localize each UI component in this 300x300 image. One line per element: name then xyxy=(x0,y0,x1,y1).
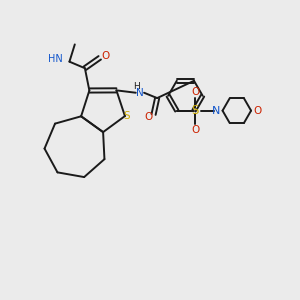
Text: N: N xyxy=(212,106,220,116)
Text: O: O xyxy=(191,87,199,97)
Text: S: S xyxy=(191,104,199,117)
Text: S: S xyxy=(123,111,130,121)
Text: HN: HN xyxy=(48,54,63,64)
Text: O: O xyxy=(101,51,109,61)
Text: O: O xyxy=(191,125,199,135)
Text: H: H xyxy=(133,82,140,91)
Text: O: O xyxy=(254,106,262,116)
Text: N: N xyxy=(136,88,144,98)
Text: O: O xyxy=(144,112,152,122)
